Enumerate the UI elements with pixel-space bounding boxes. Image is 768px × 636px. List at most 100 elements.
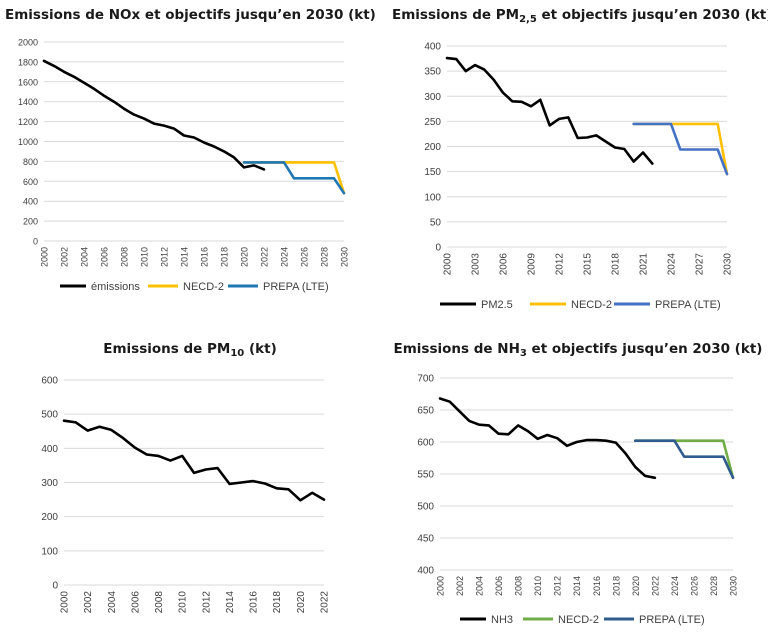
x-tick-label: 2020 [296, 591, 307, 614]
x-tick-label: 2000 [443, 253, 454, 276]
y-tick-label: 500 [41, 410, 58, 421]
chart-title: Emissions de PM2,5 et objectifs jusqu’en… [392, 7, 768, 25]
x-tick-label: 2003 [471, 253, 482, 276]
x-tick-label: 2010 [178, 591, 189, 614]
chart-4: Emissions de NH3 et objectifs jusqu’en 2… [394, 341, 763, 626]
y-tick-label: 300 [424, 92, 441, 103]
y-tick-label: 1000 [18, 137, 38, 147]
y-tick-label: 2000 [18, 38, 38, 48]
y-tick-label: 500 [417, 502, 434, 513]
x-tick-label: 2012 [201, 591, 212, 614]
y-tick-label: 1600 [18, 77, 38, 87]
x-tick-label: 2027 [695, 253, 706, 276]
legend-label: PREPA (LTE) [655, 299, 721, 311]
series-line-nh3 [438, 397, 657, 480]
x-tick-label: 2006 [100, 247, 110, 267]
y-tick-label: 100 [424, 192, 441, 203]
y-tick-label: 650 [417, 406, 434, 417]
x-tick-label: 2004 [475, 576, 485, 596]
y-tick-label: 1800 [18, 57, 38, 67]
x-tick-label: 2022 [320, 591, 331, 614]
y-tick-label: 0 [33, 237, 38, 247]
chart-title: Emissions de NH3 et objectifs jusqu’en 2… [394, 341, 763, 359]
x-tick-label: 2028 [320, 247, 330, 267]
x-tick-label: 2018 [611, 576, 621, 596]
series-line--missions [42, 59, 266, 171]
series-line-prepa-lte- [242, 161, 346, 195]
x-tick-label: 2020 [240, 247, 250, 267]
y-tick-label: 350 [424, 67, 441, 78]
x-tick-label: 2014 [225, 591, 236, 614]
y-tick-label: 400 [41, 444, 58, 455]
x-tick-label: 2004 [107, 591, 118, 614]
series-line-necd-2 [633, 439, 735, 480]
x-tick-label: 2000 [40, 247, 50, 267]
y-tick-label: 600 [417, 438, 434, 449]
y-tick-label: 200 [23, 217, 38, 227]
x-tick-label: 2016 [249, 591, 260, 614]
legend-label: NECD-2 [571, 299, 612, 311]
y-tick-label: 700 [417, 374, 434, 385]
x-tick-label: 2004 [80, 247, 90, 267]
x-tick-label: 2012 [555, 253, 566, 276]
x-tick-label: 2009 [527, 253, 538, 276]
series-line-prepa-lte- [632, 122, 729, 176]
y-tick-label: 600 [23, 177, 38, 187]
x-tick-label: 2012 [160, 247, 170, 267]
x-tick-label: 2018 [272, 591, 283, 614]
y-tick-label: 400 [424, 42, 441, 53]
y-tick-label: 1400 [18, 97, 38, 107]
y-tick-label: 200 [424, 142, 441, 153]
chart-3: Emissions de PM10 (kt) 0 100 200 300 400 500 60… [41, 341, 330, 613]
x-tick-label: 2000 [436, 576, 446, 596]
y-tick-label: 250 [424, 117, 441, 128]
y-tick-label: 1200 [18, 117, 38, 127]
legend-label: NECD-2 [558, 614, 599, 626]
legend-label: NH3 [491, 614, 513, 626]
x-tick-label: 2022 [260, 247, 270, 267]
x-tick-label: 2030 [723, 253, 734, 276]
x-tick-label: 2018 [611, 253, 622, 276]
y-tick-label: 800 [23, 157, 38, 167]
y-tick-label: 0 [435, 243, 441, 254]
y-tick-label: 400 [23, 197, 38, 207]
x-tick-label: 2024 [667, 253, 678, 276]
y-tick-label: 0 [52, 581, 58, 592]
x-tick-label: 2008 [514, 576, 524, 596]
x-tick-label: 2008 [120, 247, 130, 267]
x-tick-label: 2010 [533, 576, 543, 596]
x-tick-label: 2024 [670, 576, 680, 596]
legend-label: PREPA (LTE) [639, 614, 705, 626]
x-tick-label: 2018 [220, 247, 230, 267]
y-tick-label: 550 [417, 470, 434, 481]
y-tick-label: 50 [430, 217, 442, 228]
x-tick-label: 2020 [631, 576, 641, 596]
x-tick-label: 2026 [300, 247, 310, 267]
x-tick-label: 2000 [60, 591, 71, 614]
y-tick-label: 450 [417, 534, 434, 545]
x-tick-label: 2002 [83, 591, 94, 614]
x-tick-label: 2016 [592, 576, 602, 596]
x-tick-label: 2006 [130, 591, 141, 614]
x-tick-label: 2016 [200, 247, 210, 267]
x-tick-label: 2002 [60, 247, 70, 267]
y-tick-label: 600 [41, 376, 58, 387]
y-tick-label: 400 [417, 566, 434, 577]
x-tick-label: 2015 [583, 253, 594, 276]
x-tick-label: 2024 [280, 247, 290, 267]
x-tick-label: 2010 [140, 247, 150, 267]
legend-label: PREPA (LTE) [263, 281, 329, 293]
chart-2: Emissions de PM2,5 et objectifs jusqu’en… [392, 7, 768, 311]
x-tick-label: 2030 [340, 247, 350, 267]
x-tick-label: 2006 [499, 253, 510, 276]
x-tick-label: 2021 [639, 253, 650, 276]
y-tick-label: 200 [41, 512, 58, 523]
x-tick-label: 2002 [455, 576, 465, 596]
x-tick-label: 2026 [689, 576, 699, 596]
series-line-emissions [62, 419, 326, 502]
legend-label: émissions [91, 281, 140, 293]
x-tick-label: 2028 [709, 576, 719, 596]
x-tick-label: 2006 [494, 576, 504, 596]
series-line-prepa-lte- [633, 439, 735, 480]
